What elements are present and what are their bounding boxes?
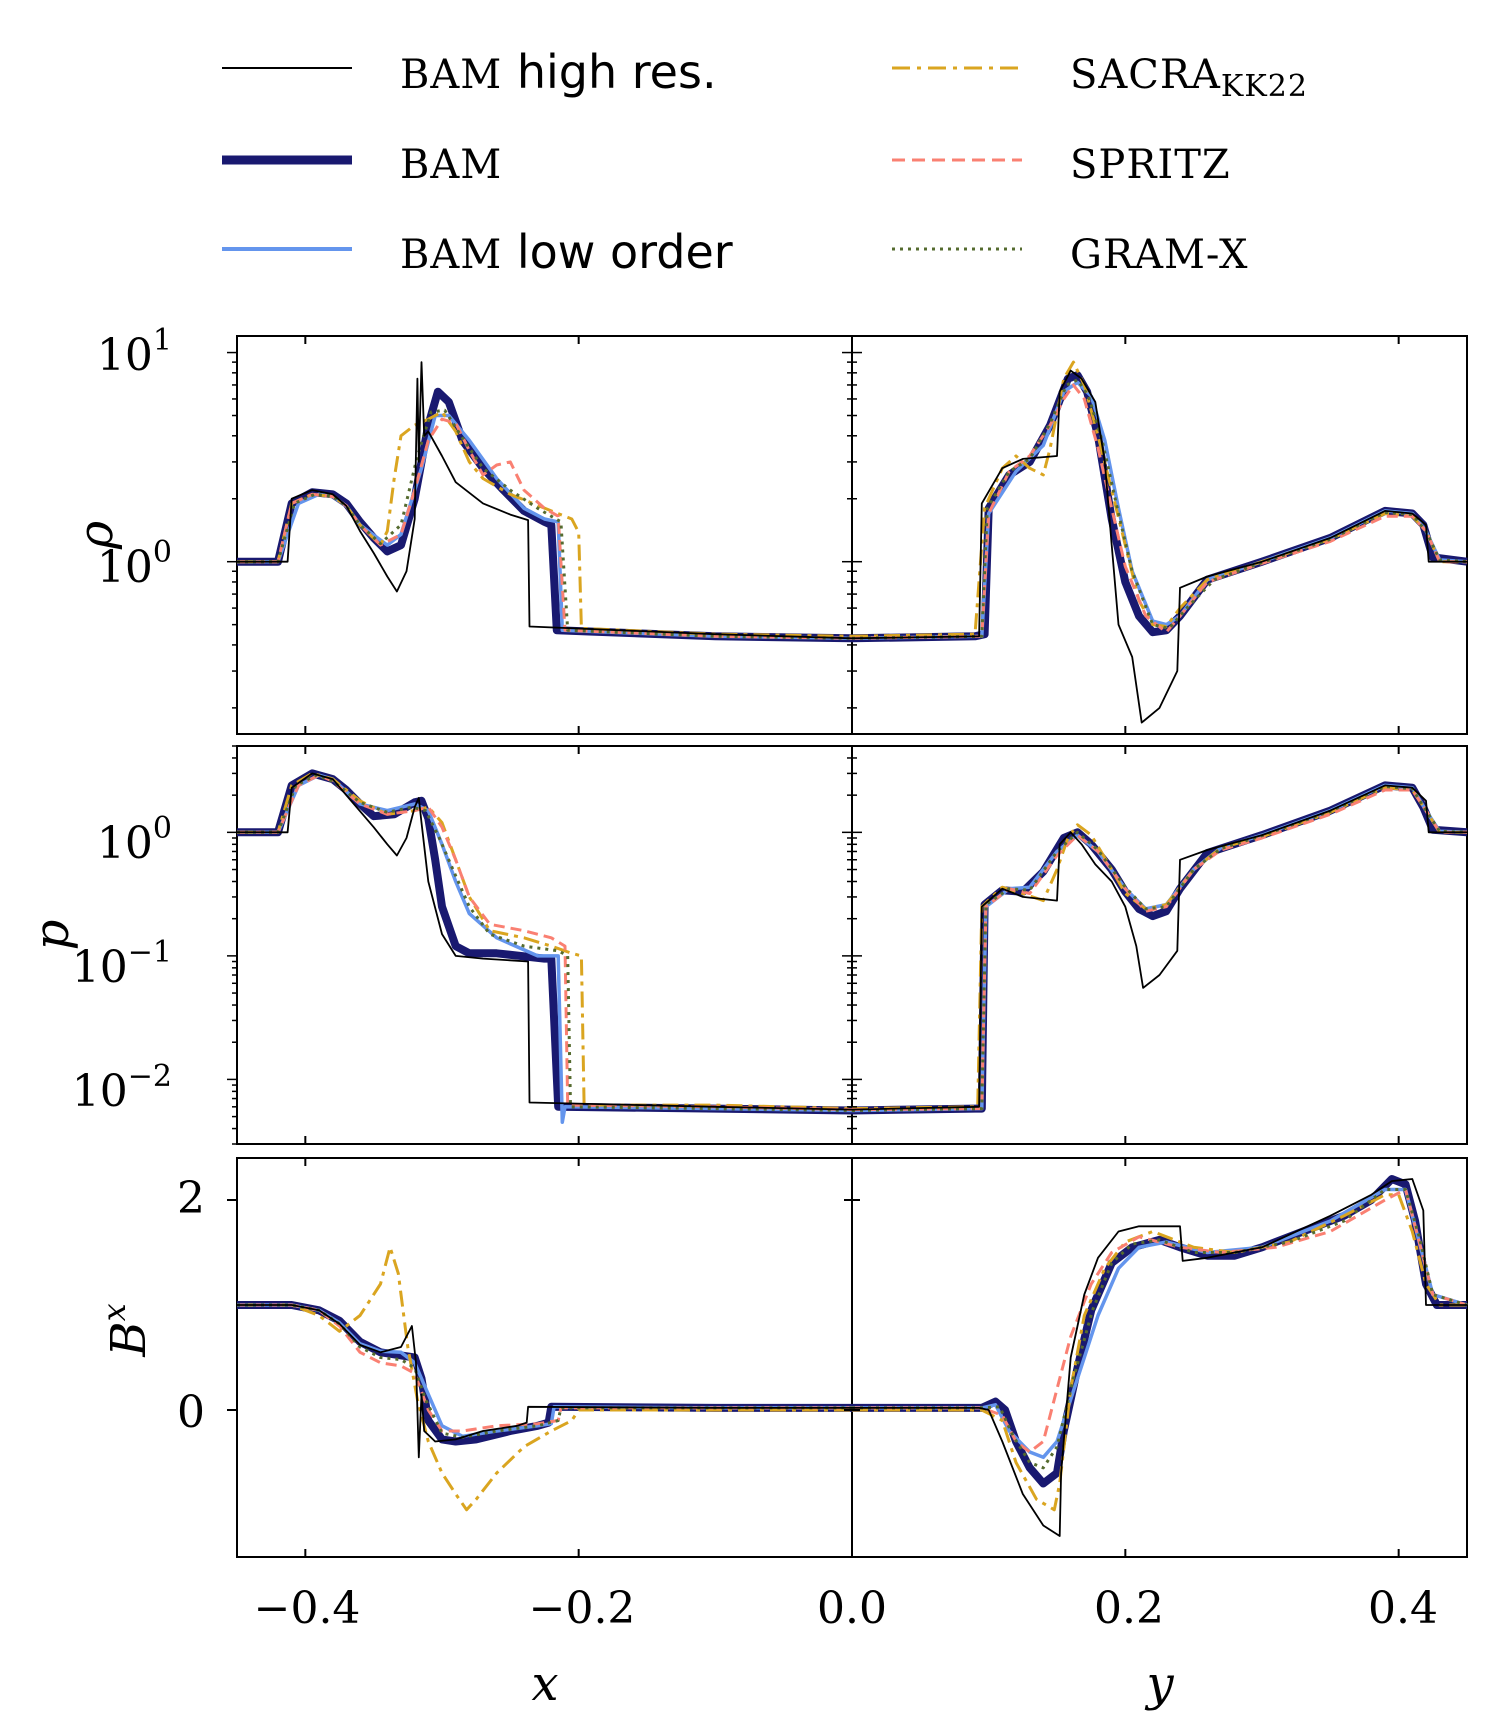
- legend-sc-spritz: SPRITZ: [1070, 142, 1231, 188]
- series-bam-high-bx-right: [852, 1178, 1467, 1537]
- data-curves: [237, 360, 1468, 1537]
- rho-axis-label: ρ: [68, 521, 124, 550]
- series-spritz-p-left: [237, 773, 853, 1112]
- legend-text-bam-high: high res.: [502, 45, 716, 99]
- series-spritz-bx-right: [852, 1188, 1468, 1454]
- legend-entry-gramx: GRAM-X: [892, 232, 1248, 278]
- series-spritz-rho-left: [237, 417, 853, 640]
- bx-tick-0: 0: [177, 1387, 205, 1438]
- panel-frames: [236, 335, 1468, 1558]
- panel-bx-right: [851, 1157, 1468, 1558]
- panel-rho-right: [851, 335, 1468, 735]
- p-axis-ticklabels: 100 10−1 10−2: [72, 811, 172, 1117]
- series-bam-high-bx-left: [237, 1304, 852, 1459]
- series-bam-bx-right: [852, 1175, 1467, 1488]
- series-sacra-p-left: [237, 771, 853, 1111]
- series-sacra-bx-left: [237, 1245, 852, 1512]
- series-bam-bx-left: [237, 1301, 852, 1446]
- legend-sc-bam: BAM: [400, 142, 502, 188]
- rho-tick-10-1: 101: [97, 323, 172, 381]
- bx-axis-ticklabels: 2 0: [177, 1173, 205, 1438]
- y-tick-04: 0.4: [1368, 1583, 1438, 1634]
- rho-axis-ticklabels: 101 100: [97, 323, 172, 593]
- series-bam-low-p-right: [851, 783, 1468, 1113]
- series-bam-high-p-left: [237, 772, 853, 1111]
- legend-label-sacra: SACRAKK22: [1070, 52, 1308, 104]
- series-spritz-bx-left: [237, 1303, 852, 1433]
- series-bam-rho-left: [237, 387, 853, 643]
- legend-entry-bam: BAM: [222, 142, 502, 188]
- p-tick-10-0: 100: [97, 811, 172, 869]
- legend-text-bam-low: low order: [502, 225, 733, 279]
- legend-entry-bam-high: BAM high res.: [222, 45, 717, 99]
- series-bam-rho-right: [851, 371, 1468, 643]
- legend-label-bam-high: BAM high res.: [400, 45, 717, 99]
- legend-sc-bam-high: BAM: [400, 52, 502, 98]
- series-gramx-p-right: [851, 785, 1468, 1112]
- series-bam-high-p-right: [851, 784, 1467, 1111]
- series-sacra-p-right: [851, 786, 1467, 1111]
- legend-label-gramx: GRAM-X: [1070, 232, 1248, 278]
- series-bam-low-rho-left: [237, 413, 853, 641]
- legend-sc-gramx: GRAM-X: [1070, 232, 1248, 278]
- legend-sc-bam-low: BAM: [400, 232, 502, 278]
- p-tick-10-m1: 10−1: [72, 935, 172, 993]
- bx-axis-label: Bx: [95, 1303, 157, 1357]
- axis-ticks: [227, 336, 1400, 1557]
- series-bam-high-rho-left: [237, 361, 853, 640]
- series-bam-p-left: [237, 769, 853, 1115]
- legend: BAM high res. BAM BAM low order SACRAKK2…: [222, 45, 1308, 279]
- y-axis-label: y: [1144, 1656, 1174, 1712]
- series-spritz-rho-right: [851, 383, 1467, 640]
- series-gramx-p-left: [237, 773, 853, 1112]
- p-tick-10-m2: 10−2: [72, 1059, 172, 1117]
- x-axis-ticklabels: −0.4 −0.2 0.0 0.2 0.4: [254, 1583, 1438, 1634]
- legend-entry-spritz: SPRITZ: [892, 142, 1231, 188]
- series-spritz-p-right: [851, 788, 1467, 1112]
- legend-entry-sacra: SACRAKK22: [892, 52, 1308, 104]
- panel-p-left: [236, 745, 853, 1145]
- x-tick-m04: −0.4: [254, 1583, 361, 1634]
- series-bam-low-bx-right: [852, 1187, 1468, 1460]
- panel-rho-left: [236, 335, 853, 735]
- series-bam-high-rho-right: [851, 369, 1467, 724]
- legend-label-bam-low: BAM low order: [400, 225, 733, 279]
- series-bam-p-right: [851, 781, 1468, 1115]
- x-axis-label: x: [531, 1656, 558, 1712]
- panel-p-right: [851, 745, 1468, 1145]
- series-bam-low-rho-right: [851, 380, 1468, 641]
- rho-tick-10-0: 100: [97, 535, 172, 593]
- series-gramx-bx-right: [852, 1188, 1468, 1470]
- legend-entry-bam-low: BAM low order: [222, 225, 733, 279]
- bx-tick-2: 2: [177, 1173, 205, 1224]
- p-axis-label: p: [24, 920, 80, 951]
- x-tick-0: 0.0: [817, 1583, 887, 1634]
- legend-label-spritz: SPRITZ: [1070, 142, 1231, 188]
- x-tick-m02: −0.2: [529, 1583, 636, 1634]
- series-bam-low-p-left: [237, 773, 853, 1124]
- legend-label-bam: BAM: [400, 142, 502, 188]
- legend-sub-sacra: KK22: [1221, 69, 1308, 104]
- legend-sc-sacra: SACRA: [1070, 52, 1221, 98]
- y-tick-02: 0.2: [1094, 1583, 1164, 1634]
- series-sacra-rho-right: [851, 360, 1467, 638]
- panel-bx-left: [236, 1157, 853, 1558]
- series-gramx-rho-right: [851, 378, 1468, 640]
